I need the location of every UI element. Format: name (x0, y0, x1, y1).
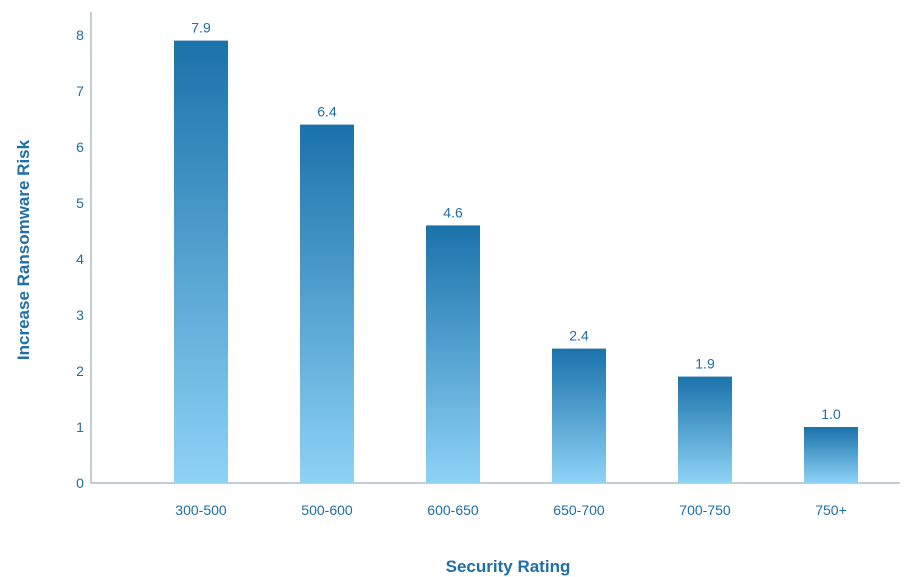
x-tick-label: 750+ (815, 502, 847, 518)
x-tick-label: 650-700 (553, 502, 605, 518)
bar-750+ (804, 427, 858, 483)
bars-group: 7.9 6.4 4.6 2.4 1.9 1.0 (174, 20, 858, 483)
y-tick-label: 2 (76, 363, 84, 379)
bar-500-600 (300, 124, 354, 483)
x-axis-title: Security Rating (446, 557, 571, 576)
y-tick-label: 1 (76, 419, 84, 435)
y-tick-label: 0 (76, 475, 84, 491)
data-label: 6.4 (317, 104, 337, 120)
x-tick-label: 600-650 (427, 502, 479, 518)
x-axis-ticks: 300-500 500-600 600-650 650-700 700-750 750+ (175, 502, 846, 518)
data-label: 1.0 (821, 406, 841, 422)
bar-600-650 (426, 225, 480, 483)
bar-300-500 (174, 40, 228, 483)
y-tick-label: 7 (76, 83, 84, 99)
data-label: 7.9 (191, 20, 211, 36)
y-tick-label: 3 (76, 307, 84, 323)
x-tick-label: 700-750 (679, 502, 731, 518)
y-axis-ticks: 0 1 2 3 4 5 6 7 8 (76, 27, 84, 491)
data-label: 1.9 (695, 356, 715, 372)
y-tick-label: 4 (76, 251, 84, 267)
y-tick-label: 6 (76, 139, 84, 155)
bar-700-750 (678, 376, 732, 483)
data-label: 2.4 (569, 328, 589, 344)
bar-650-700 (552, 348, 606, 483)
data-label: 4.6 (443, 204, 463, 220)
y-tick-label: 8 (76, 27, 84, 43)
y-axis-title: Increase Ransomware Risk (14, 139, 33, 360)
y-tick-label: 5 (76, 195, 84, 211)
x-tick-label: 500-600 (301, 502, 353, 518)
x-tick-label: 300-500 (175, 502, 227, 518)
